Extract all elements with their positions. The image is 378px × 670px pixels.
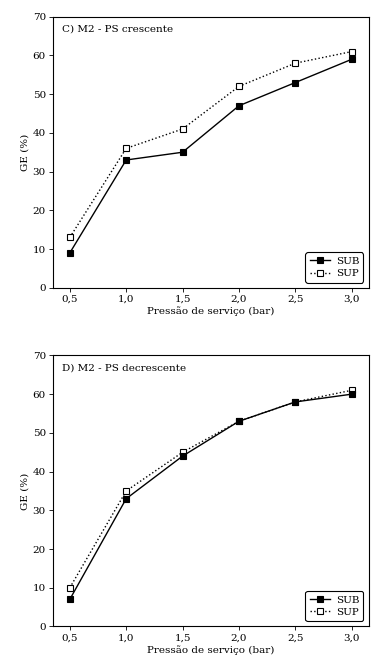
SUP bbox=[124, 144, 129, 152]
SUB bbox=[237, 102, 241, 110]
SUP bbox=[180, 448, 185, 456]
SUB bbox=[349, 56, 354, 64]
SUP bbox=[349, 387, 354, 395]
Line: SUP: SUP bbox=[67, 48, 355, 241]
SUP bbox=[349, 48, 354, 56]
SUP bbox=[293, 59, 297, 67]
Line: SUP: SUP bbox=[67, 387, 355, 591]
SUB bbox=[180, 148, 185, 156]
SUB bbox=[68, 249, 72, 257]
SUP bbox=[237, 417, 241, 425]
SUB bbox=[293, 398, 297, 406]
SUB bbox=[293, 78, 297, 86]
Y-axis label: GE (%): GE (%) bbox=[21, 472, 30, 510]
X-axis label: Pressão de serviço (bar): Pressão de serviço (bar) bbox=[147, 645, 274, 655]
SUP bbox=[180, 125, 185, 133]
Legend: SUB, SUP: SUB, SUP bbox=[305, 253, 363, 283]
SUB bbox=[180, 452, 185, 460]
SUB bbox=[237, 417, 241, 425]
SUP bbox=[237, 82, 241, 90]
SUB bbox=[124, 156, 129, 164]
Y-axis label: GE (%): GE (%) bbox=[21, 133, 30, 171]
X-axis label: Pressão de serviço (bar): Pressão de serviço (bar) bbox=[147, 306, 274, 316]
SUB bbox=[68, 596, 72, 604]
SUP bbox=[68, 584, 72, 592]
Legend: SUB, SUP: SUB, SUP bbox=[305, 591, 363, 621]
SUP bbox=[293, 398, 297, 406]
SUP bbox=[124, 487, 129, 495]
SUB bbox=[124, 494, 129, 502]
Line: SUB: SUB bbox=[67, 391, 355, 603]
SUP bbox=[68, 233, 72, 241]
Text: D) M2 - PS decrescente: D) M2 - PS decrescente bbox=[62, 364, 186, 373]
Line: SUB: SUB bbox=[67, 56, 355, 257]
SUB bbox=[349, 390, 354, 398]
Text: C) M2 - PS crescente: C) M2 - PS crescente bbox=[62, 25, 174, 34]
